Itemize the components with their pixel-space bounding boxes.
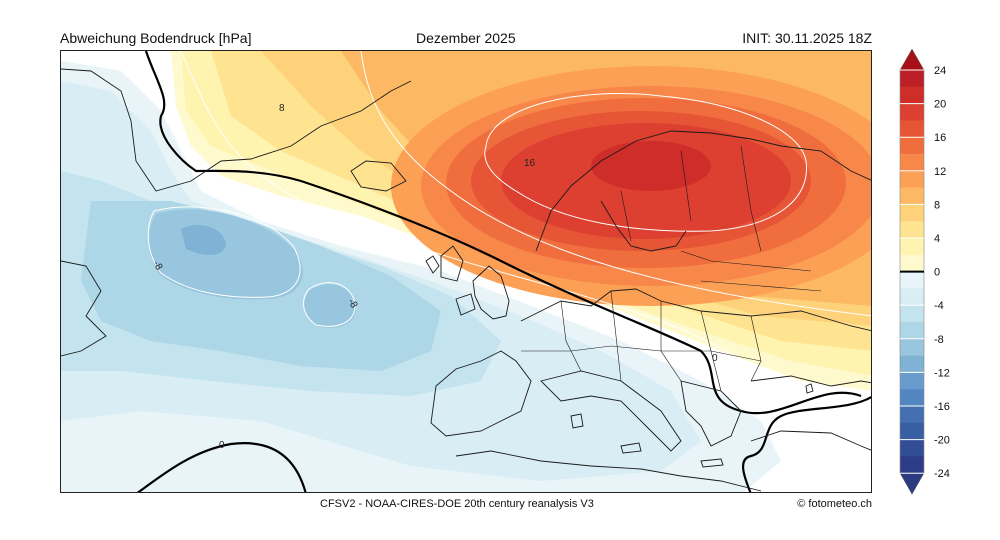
- map-title-init: INIT: 30.11.2025 18Z: [742, 30, 872, 46]
- continent-north-coast: [520, 288, 871, 332]
- colorbar-bin: [900, 288, 924, 306]
- contour-line-zero-north: [144, 51, 862, 415]
- colorbar-bin: [900, 372, 924, 390]
- colorbar-bin: [900, 154, 924, 172]
- colorbar-tick-label: 12: [934, 166, 946, 178]
- colorbar-bin: [900, 170, 924, 188]
- baltic-coast: [600, 200, 687, 252]
- faroe-shetland-coast: [440, 245, 464, 282]
- data-source-caption: CFSV2 - NOAA-CIRES-DOE 20th century rean…: [320, 498, 594, 510]
- colorbar-bin: [900, 103, 924, 121]
- colorbar-bin: [900, 238, 924, 256]
- colorbar-bin: [900, 406, 924, 424]
- balkans-coast: [680, 380, 742, 447]
- colorbar-bin: [900, 456, 924, 474]
- colorbar-bin: [900, 221, 924, 239]
- contour-label-16: 16: [524, 158, 536, 169]
- colorbar-bin: [900, 187, 924, 205]
- great-britain-coast: [472, 265, 510, 320]
- contour-line-16: [484, 93, 808, 232]
- iberia-coast: [430, 350, 532, 437]
- colorbar-tick-label: 0: [934, 267, 940, 279]
- colorbar-bin: [900, 137, 924, 155]
- credit-caption: © fotometeo.ch: [797, 498, 872, 510]
- contour-line-8: [360, 51, 871, 317]
- colorbar-bin: [900, 120, 924, 138]
- colorbar-bin: [900, 439, 924, 457]
- colorbar-bin: [900, 389, 924, 407]
- greenland-coast: [61, 68, 412, 192]
- colorbar-tick-label: 20: [934, 99, 946, 111]
- colorbar-bin: [900, 355, 924, 373]
- colorbar-bin: [900, 204, 924, 222]
- colorbar: 24 20 16 12 8 4 0 -4 -8 -12 -16 -20 -24: [899, 48, 950, 495]
- scandinavia-coast: [535, 130, 871, 252]
- small-lake: [805, 383, 814, 394]
- map-panel: 8 16 -8 -8 0 0: [60, 50, 872, 493]
- iceland-coast: [350, 160, 407, 192]
- colorbar-bin: [900, 86, 924, 104]
- colorbar-bin: [900, 305, 924, 323]
- crete-coast: [700, 458, 724, 468]
- colorbar-bin: [900, 422, 924, 440]
- colorbar-tick-label: 8: [934, 199, 940, 211]
- colorbar-bin: [900, 271, 924, 289]
- colorbar-bin: [900, 338, 924, 356]
- contour-line-zero-south: [136, 442, 307, 492]
- colorbar-tick-label: -16: [934, 401, 950, 413]
- colorbar-bottom-arrow: [899, 472, 925, 495]
- sardinia-coast: [570, 413, 584, 429]
- isle-coast: [425, 255, 440, 274]
- map-title-period: Dezember 2025: [416, 30, 516, 46]
- pressure-anomaly-map: 8 16 -8 -8 0 0: [61, 51, 871, 492]
- sicily-coast: [620, 442, 642, 454]
- colorbar-top-arrow: [899, 48, 925, 71]
- turkey-coast: [750, 430, 871, 451]
- contour-label-8: 8: [279, 103, 285, 114]
- colorbar-tick-label: 16: [934, 132, 946, 144]
- colorbar-tick-label: -8: [934, 334, 944, 346]
- map-title-variable: Abweichung Bodendruck [hPa]: [60, 30, 252, 46]
- colorbar-tick-label: -12: [934, 367, 950, 379]
- north-africa-coast: [455, 450, 762, 492]
- coastlines: [61, 68, 871, 492]
- contour-label-zero-north: 0: [712, 353, 718, 364]
- canada-coast: [61, 260, 107, 357]
- country-borders: [521, 145, 822, 392]
- contour-label-zero-south: 0: [219, 440, 225, 451]
- black-sea-coast: [750, 375, 871, 387]
- contour-line-minus8-east: [303, 282, 356, 327]
- colorbar-bin: [900, 70, 924, 88]
- colorbar-tick-label: 24: [934, 65, 946, 77]
- colorbar-tick-label: -4: [934, 300, 944, 312]
- contour-line-zero-east: [741, 395, 871, 492]
- colorbar-tick-label: -20: [934, 435, 950, 447]
- colorbar-bin: [900, 254, 924, 272]
- ireland-coast: [455, 293, 476, 316]
- italy-coast: [540, 370, 682, 452]
- colorbar-tick-label: 4: [934, 233, 940, 245]
- colorbar-ticks: 24 20 16 12 8 4 0 -4 -8 -12 -16 -20 -24: [900, 65, 950, 480]
- colorbar-tick-label: -24: [934, 468, 950, 480]
- contour-line-minus8-west: [147, 206, 301, 298]
- colorbar-bin: [900, 322, 924, 340]
- contour-lines: [136, 51, 871, 492]
